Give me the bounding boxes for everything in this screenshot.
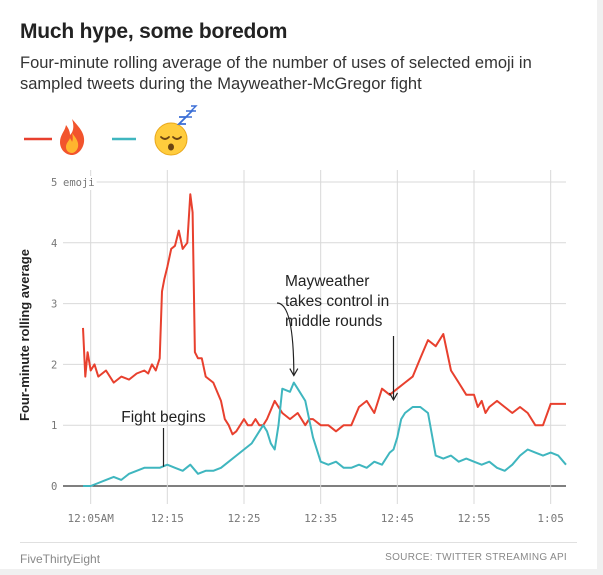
annotation-arrow — [276, 302, 295, 376]
y-tick-label: 4 — [51, 238, 57, 250]
sleepy-face-icon — [154, 105, 198, 156]
y-tick-label: 5 — [51, 177, 57, 189]
series-layer — [82, 193, 567, 487]
annotations: Fight begins Mayweather takes control in mi… — [121, 273, 399, 467]
x-axis: 12:05AM 12:15 12:25 12:35 12:45 12:55 1:05 — [67, 512, 563, 525]
chart-subtitle: Four-minute rolling average of the numbe… — [20, 54, 532, 93]
y-tick-label: 1 — [51, 420, 57, 432]
annotation-mayweather-line: Mayweather — [285, 273, 369, 290]
x-tick-label: 12:55 — [457, 512, 490, 525]
x-tick-label: 12:05AM — [67, 512, 114, 525]
y-unit-label-background — [61, 176, 97, 190]
y-axis: 0 1 2 3 4 5 emoji — [51, 176, 97, 493]
annotation-arrowhead — [289, 368, 299, 377]
x-tick-label: 1:05 — [537, 512, 564, 525]
x-tick-label: 12:25 — [227, 512, 260, 525]
credit: FiveThirtyEight — [20, 552, 101, 566]
y-tick-label: 3 — [51, 299, 57, 311]
source: SOURCE: TWITTER STREAMING API — [385, 552, 567, 563]
footer-divider — [20, 542, 577, 543]
annotation-mayweather-line: middle rounds — [285, 313, 383, 330]
legend — [24, 105, 198, 156]
annotation-fight-begins: Fight begins — [121, 409, 206, 426]
x-tick-label: 12:15 — [151, 512, 184, 525]
y-unit-label: emoji — [63, 177, 95, 189]
fire-icon — [60, 119, 85, 155]
annotation-mayweather-line: takes control in — [285, 293, 389, 310]
grid — [63, 170, 566, 504]
y-axis-label: Four-minute rolling average — [17, 249, 32, 421]
annotation-arrowhead — [388, 392, 399, 402]
series-line-sleepy — [83, 381, 567, 487]
x-tick-label: 12:45 — [381, 512, 414, 525]
chart-title: Much hype, some boredom — [20, 20, 288, 43]
y-tick-label: 2 — [51, 359, 57, 371]
x-tick-label: 12:35 — [304, 512, 337, 525]
y-tick-label: 0 — [51, 481, 57, 493]
